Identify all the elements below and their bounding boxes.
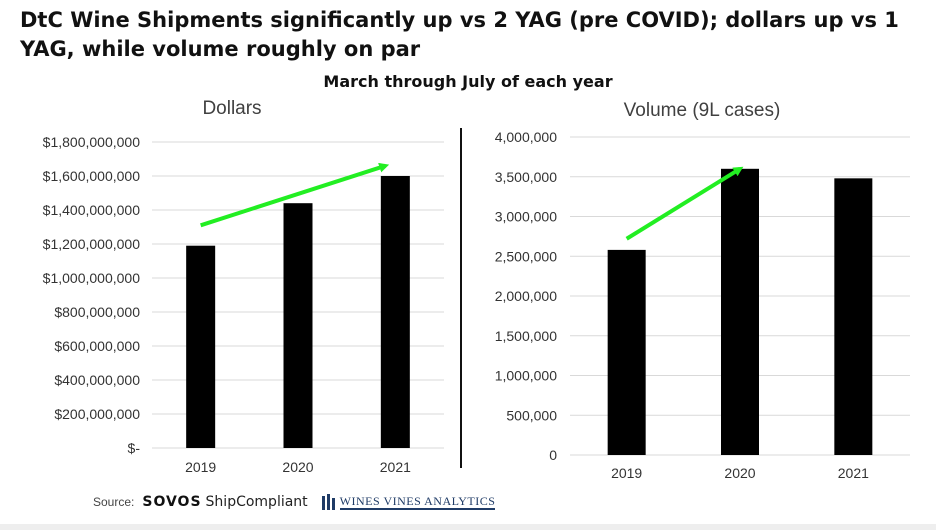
y-tick-label: 0 xyxy=(549,447,557,463)
y-tick-label: $800,000,000 xyxy=(54,304,140,320)
y-tick-label: $1,800,000,000 xyxy=(43,134,141,150)
y-tick-label: $600,000,000 xyxy=(54,338,140,354)
x-tick-label: 2020 xyxy=(282,459,313,475)
bar-2019 xyxy=(607,249,646,455)
y-tick-label: $400,000,000 xyxy=(54,372,140,388)
y-tick-label: 2,000,000 xyxy=(495,288,557,304)
bar-2020 xyxy=(721,168,759,456)
x-tick-label: 2021 xyxy=(838,465,869,481)
y-tick-label: 3,500,000 xyxy=(495,169,557,185)
y-tick-label: 1,500,000 xyxy=(495,328,557,344)
y-tick-label: 4,000,000 xyxy=(495,129,557,145)
sovos-logo: SOVOS xyxy=(142,494,202,510)
source-line: Source: SOVOS ShipCompliant WINES VINES … xyxy=(93,494,496,510)
y-tick-label: 3,000,000 xyxy=(495,209,557,225)
chart-title-1: Volume (9L cases) xyxy=(624,100,781,121)
y-tick-label: $1,000,000,000 xyxy=(43,270,141,286)
y-tick-label: $- xyxy=(128,440,141,456)
shipcompliant-logo: ShipCompliant xyxy=(205,494,308,510)
headline: DtC Wine Shipments significantly up vs 2… xyxy=(20,8,899,61)
bar-2020 xyxy=(283,203,313,448)
bar-2021 xyxy=(834,178,873,455)
trend-arrow xyxy=(625,166,744,241)
x-tick-label: 2019 xyxy=(611,465,642,481)
y-tick-label: 1,000,000 xyxy=(495,368,557,384)
y-tick-label: $1,200,000,000 xyxy=(43,236,141,252)
source-label: Source: xyxy=(93,495,135,509)
bar-2019 xyxy=(186,245,216,448)
y-tick-label: 500,000 xyxy=(506,407,557,423)
chart-subtitle: March through July of each year xyxy=(323,72,613,91)
y-tick-label: 2,500,000 xyxy=(495,248,557,264)
trend-arrow xyxy=(200,162,390,228)
wva-mark-icon xyxy=(321,494,335,510)
wines-vines-analytics-logo: WINES VINES ANALYTICS xyxy=(321,494,496,510)
chart-title-0: Dollars xyxy=(202,98,261,119)
chart-divider xyxy=(460,128,462,468)
x-tick-label: 2020 xyxy=(724,465,755,481)
bar-2021 xyxy=(380,176,410,448)
x-tick-label: 2019 xyxy=(185,459,216,475)
wva-text: WINES VINES ANALYTICS xyxy=(339,494,496,510)
y-tick-label: $200,000,000 xyxy=(54,406,140,422)
bottom-bar xyxy=(0,524,936,530)
y-tick-label: $1,600,000,000 xyxy=(43,168,141,184)
y-tick-label: $1,400,000,000 xyxy=(43,202,141,218)
x-tick-label: 2021 xyxy=(380,459,411,475)
